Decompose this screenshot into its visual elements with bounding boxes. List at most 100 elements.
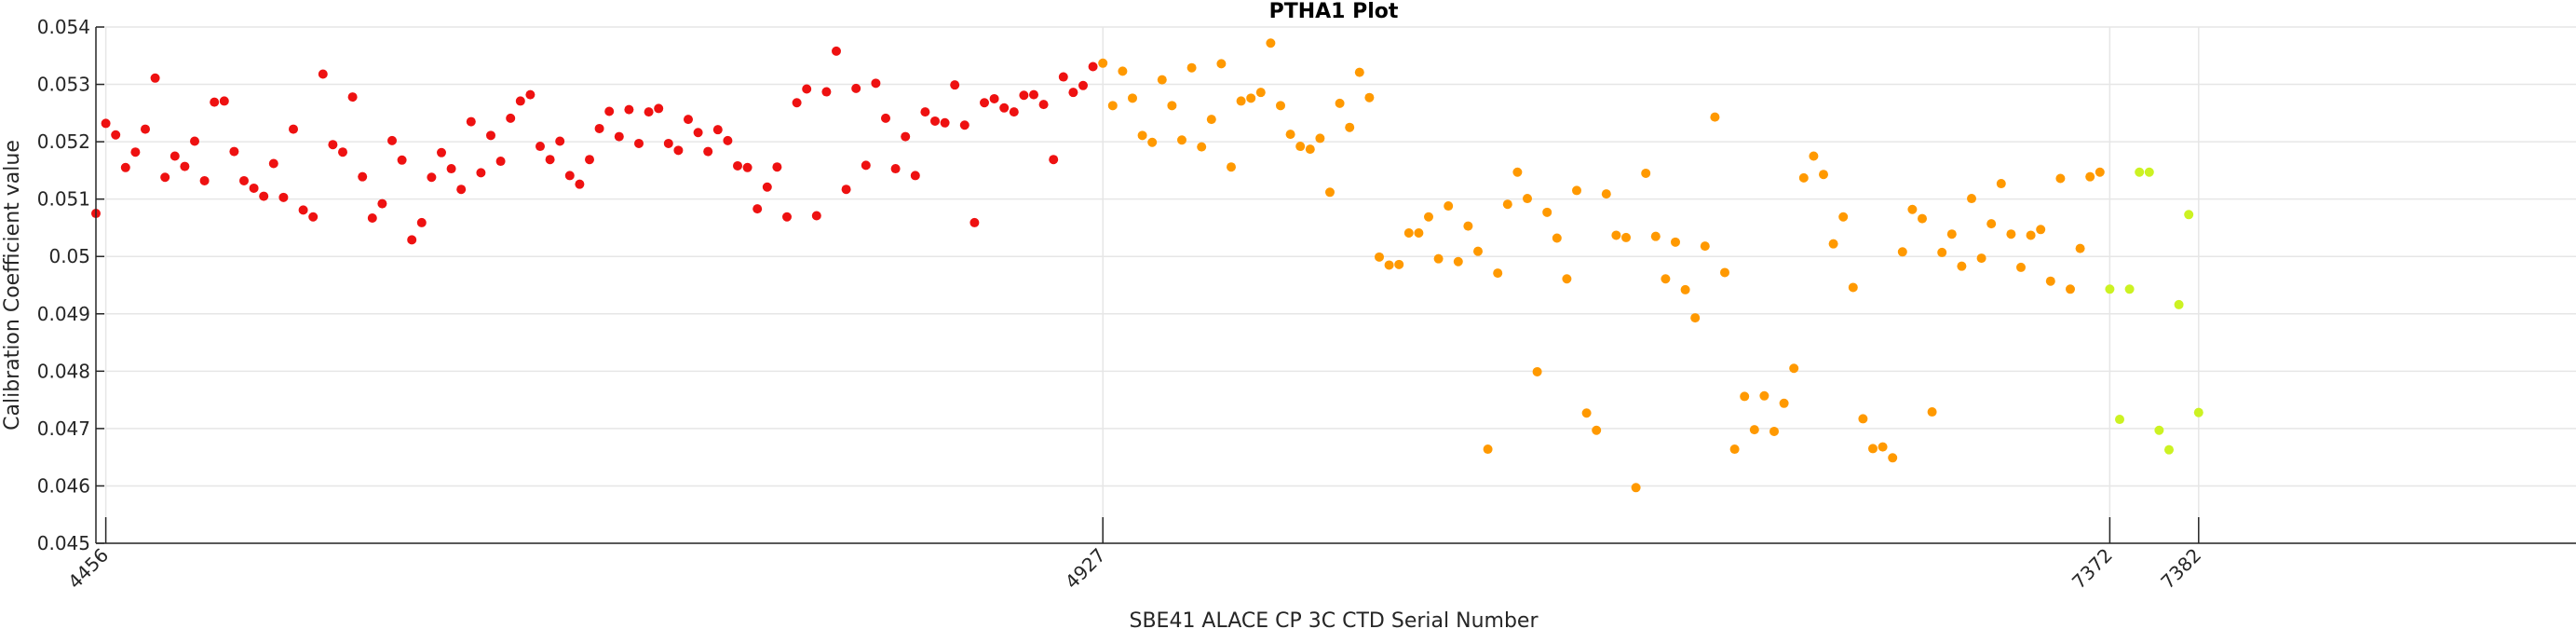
data-point-orange [1562, 274, 1572, 284]
y-tick-label: 0.054 [37, 16, 90, 38]
data-point-red [495, 157, 506, 167]
data-point-orange [1473, 246, 1483, 256]
data-point-orange [1631, 483, 1641, 493]
data-point-red [644, 107, 654, 117]
data-point-yellow [2174, 299, 2184, 309]
data-point-orange [1769, 426, 1779, 436]
y-tick-label: 0.053 [37, 74, 90, 96]
data-point-red [427, 172, 437, 183]
data-point-red [397, 155, 407, 165]
data-point-red [752, 204, 763, 214]
data-point-red [901, 131, 911, 142]
data-point-orange [1759, 390, 1769, 401]
data-point-orange [1384, 260, 1394, 270]
y-axis-label: Calibration Coefficient value [1, 140, 24, 431]
data-point-orange [1611, 230, 1621, 240]
data-point-red [525, 89, 536, 100]
data-point-yellow [2154, 425, 2164, 435]
data-point-red [762, 182, 772, 192]
data-point-yellow [2124, 284, 2135, 294]
data-point-orange [1483, 444, 1493, 455]
data-point-orange [1335, 98, 1345, 108]
data-point-red [259, 191, 269, 201]
data-point-red [821, 87, 832, 97]
y-tick-label: 0.051 [37, 188, 90, 211]
data-point-orange [2066, 284, 2075, 294]
data-point-orange [1157, 75, 1167, 85]
data-point-orange [1186, 62, 1197, 73]
data-point-orange [1315, 133, 1325, 144]
data-point-red [338, 147, 347, 157]
data-point-red [1078, 80, 1088, 90]
data-point-orange [1858, 414, 1868, 424]
y-tick-label: 0.052 [37, 130, 90, 153]
data-point-yellow [2193, 407, 2203, 417]
data-point-orange [1197, 142, 1207, 152]
data-point-orange [1128, 93, 1137, 103]
data-point-orange [1690, 313, 1701, 323]
data-point-orange [1789, 363, 1799, 374]
data-point-red [841, 185, 851, 195]
data-point-orange [1444, 201, 1454, 212]
y-tick-label: 0.048 [37, 360, 90, 382]
data-point-orange [1246, 93, 1256, 103]
data-point-red [684, 115, 693, 125]
data-point-red [367, 212, 377, 223]
data-point-red [604, 106, 615, 116]
data-point-red [555, 136, 565, 146]
data-point-orange [1512, 167, 1523, 177]
data-point-red [347, 92, 358, 103]
data-point-orange [2016, 262, 2026, 272]
data-point-orange [1868, 444, 1878, 454]
data-point-red [989, 93, 999, 103]
data-point-orange [1729, 444, 1740, 455]
data-point-yellow [2184, 210, 2194, 220]
data-point-orange [1957, 261, 1967, 271]
data-point-orange [1502, 199, 1512, 210]
data-point-red [486, 130, 495, 141]
y-tick-label: 0.047 [37, 417, 90, 440]
data-point-red [456, 185, 467, 195]
data-point-red [959, 120, 969, 130]
data-point-orange [1255, 88, 1266, 98]
data-point-red [101, 118, 111, 129]
data-point-orange [1177, 135, 1186, 145]
data-point-red [950, 80, 960, 90]
data-point-red [673, 145, 684, 156]
data-point-red [190, 136, 199, 146]
data-point-orange [2045, 276, 2055, 286]
data-point-orange [1236, 96, 1246, 106]
data-point-red [160, 172, 170, 183]
data-point-red [614, 131, 624, 142]
data-point-red [289, 124, 298, 134]
data-point-orange [1107, 101, 1118, 111]
data-point-yellow [2144, 167, 2154, 177]
data-point-orange [1137, 130, 1147, 141]
data-point-orange [1403, 227, 1414, 238]
data-point-orange [1463, 221, 1473, 231]
data-point-red [1068, 88, 1078, 98]
data-point-orange [1819, 170, 1828, 180]
data-point-orange [1641, 168, 1651, 178]
y-tick-label: 0.05 [48, 245, 90, 267]
data-point-red [120, 162, 130, 172]
data-point-orange [1147, 137, 1158, 147]
data-point-red [229, 146, 239, 157]
data-point-red [318, 69, 328, 79]
data-point-orange [1364, 92, 1375, 103]
data-point-orange [2006, 229, 2016, 239]
data-point-orange [2095, 167, 2105, 177]
data-point-orange [1295, 142, 1306, 152]
data-point-red [466, 116, 476, 127]
data-point-red [150, 73, 160, 83]
data-point-red [594, 123, 604, 133]
data-point-orange [1305, 144, 1315, 155]
data-point-orange [1118, 66, 1128, 76]
data-point-red [861, 160, 871, 171]
data-point-red [1058, 72, 1068, 82]
data-point-red [377, 198, 387, 209]
data-point-red [723, 135, 733, 145]
axes [95, 27, 2576, 544]
data-point-red [969, 217, 980, 227]
data-point-orange [1809, 151, 1819, 161]
